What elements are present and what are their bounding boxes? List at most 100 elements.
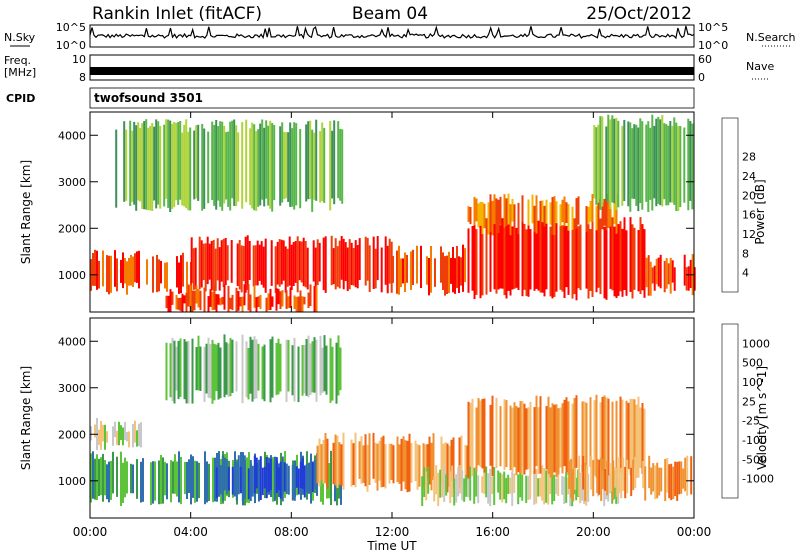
- heatmap-cell: [517, 230, 520, 290]
- heatmap-cell: [444, 256, 446, 296]
- heatmap-cell: [342, 238, 345, 290]
- heatmap-cell: [305, 464, 308, 493]
- heatmap-cell: [248, 241, 251, 280]
- heatmap-cell: [600, 457, 603, 501]
- heatmap-cell: [650, 467, 653, 495]
- heatmap-cell: [574, 468, 577, 490]
- heatmap-cell: [615, 117, 618, 210]
- heatmap-cell: [294, 241, 297, 283]
- heatmap-cell: [495, 198, 498, 234]
- heatmap-cell: [319, 335, 322, 396]
- heatmap-cell: [449, 471, 452, 504]
- heatmap-cell: [253, 336, 256, 400]
- heatmap-cell: [364, 434, 367, 487]
- heatmap-cell: [170, 460, 172, 503]
- heatmap-cell: [471, 226, 474, 291]
- heatmap-cell: [352, 443, 355, 485]
- heatmap-cell: [473, 467, 476, 504]
- heatmap-cell: [274, 246, 277, 293]
- heatmap-cell: [493, 194, 496, 225]
- heatmap-cell: [293, 464, 296, 501]
- heatmap-cell: [551, 220, 554, 299]
- power-colorbar-label: Power [dB]: [753, 179, 767, 244]
- heatmap-cell: [306, 247, 309, 290]
- colorbar-tick-label: -500: [742, 453, 767, 466]
- heatmap-cell: [212, 239, 215, 291]
- heatmap-cell: [219, 465, 222, 495]
- heatmap-cell: [311, 461, 314, 492]
- heatmap-cell: [570, 459, 573, 498]
- heatmap-cell: [464, 248, 466, 283]
- heatmap-cell: [631, 224, 634, 299]
- heatmap-cell: [208, 463, 210, 501]
- heatmap-cell: [108, 461, 110, 503]
- heatmap-cell: [678, 461, 681, 495]
- heatmap-cell: [513, 402, 516, 468]
- heatmap-cell: [459, 465, 462, 494]
- heatmap-cell: [619, 221, 622, 292]
- heatmap-cell: [225, 342, 228, 395]
- heatmap-cell: [271, 123, 274, 212]
- heatmap-cell: [225, 132, 228, 200]
- power-ylabel: Slant Range [km]: [19, 160, 33, 264]
- heatmap-cell: [664, 459, 667, 502]
- nsearch-tick-bottom: 10^0: [698, 39, 728, 52]
- heatmap-cell: [477, 203, 480, 228]
- heatmap-cell: [128, 431, 130, 448]
- heatmap-cell: [164, 262, 166, 289]
- heatmap-cell: [135, 125, 138, 211]
- heatmap-cell: [311, 129, 314, 212]
- heatmap-cell: [689, 121, 692, 201]
- heatmap-cell: [491, 200, 494, 236]
- heatmap-cell: [463, 478, 466, 502]
- heatmap-cell: [173, 340, 176, 404]
- heatmap-cell: [164, 461, 166, 496]
- heatmap-cell: [589, 397, 592, 467]
- heatmap-cell: [611, 217, 614, 291]
- heatmap-cell: [455, 474, 458, 503]
- heatmap-cell: [265, 297, 268, 312]
- heatmap-cell: [110, 255, 112, 293]
- heatmap-cell: [140, 422, 142, 448]
- heatmap-cell: [114, 250, 116, 287]
- heatmap-cell: [368, 433, 371, 485]
- heatmap-cell: [626, 459, 629, 494]
- heatmap-cell: [509, 405, 512, 471]
- heatmap-cell: [611, 401, 614, 472]
- heatmap-cell: [299, 461, 302, 489]
- nsky-trace: [89, 25, 695, 40]
- heatmap-cell: [561, 225, 564, 292]
- heatmap-cell: [499, 406, 502, 467]
- heatmap-cell: [245, 119, 248, 203]
- heatmap-cell: [249, 128, 252, 206]
- heatmap-cell: [216, 238, 219, 281]
- y-tick-label: 2000: [58, 428, 86, 441]
- x-tick-label: 04:00: [173, 525, 208, 539]
- heatmap-cell: [212, 457, 214, 503]
- heatmap-cell: [287, 296, 290, 309]
- heatmap-cell: [175, 294, 178, 310]
- heatmap-cell: [450, 257, 452, 284]
- heatmap-cell: [621, 228, 624, 297]
- heatmap-cell: [191, 338, 194, 404]
- heatmap-cell: [493, 467, 496, 505]
- heatmap-cell: [311, 341, 314, 393]
- heatmap-cell: [551, 197, 554, 235]
- heatmap-cell: [595, 205, 598, 231]
- heatmap-cell: [199, 290, 202, 311]
- heatmap-cell: [239, 296, 242, 307]
- heatmap-cell: [671, 125, 674, 203]
- colorbar-tick-label: 25: [742, 395, 756, 408]
- heatmap-cell: [495, 230, 498, 294]
- velocity-colorbar-label: Velocity [m s^-1]: [755, 366, 769, 470]
- heatmap-cell: [595, 394, 598, 478]
- heatmap-cell: [288, 236, 291, 286]
- heatmap-cell: [607, 114, 610, 203]
- heatmap-cell: [239, 466, 242, 493]
- heatmap-cell: [194, 247, 197, 290]
- heatmap-cell: [175, 122, 178, 201]
- heatmap-cell: [307, 335, 310, 398]
- heatmap-cell: [92, 451, 94, 499]
- heatmap-cell: [197, 335, 200, 391]
- heatmap-cell: [627, 402, 630, 470]
